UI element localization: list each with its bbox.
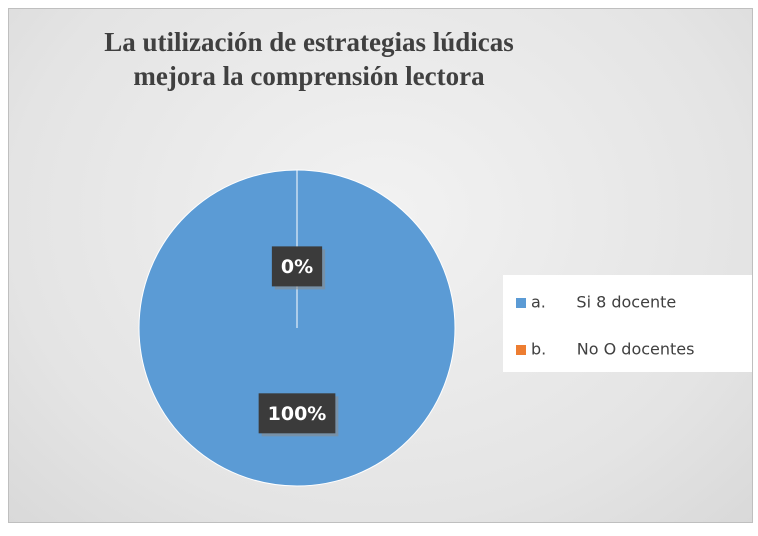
data-label-box	[258, 393, 336, 434]
data-label-box	[271, 246, 323, 287]
legend-box	[503, 275, 752, 372]
legend-label: a. Si 8 docente	[531, 293, 676, 312]
data-label: 100%	[258, 393, 339, 437]
legend-swatch	[516, 345, 526, 355]
data-label-text: 0%	[281, 256, 313, 278]
data-label-text: 100%	[268, 403, 327, 425]
legend-label: b. No O docentes	[531, 340, 694, 359]
chart-title: La utilización de estrategias lúdicas me…	[104, 27, 514, 91]
legend-swatch	[516, 298, 526, 308]
data-label: 0%	[271, 246, 326, 290]
